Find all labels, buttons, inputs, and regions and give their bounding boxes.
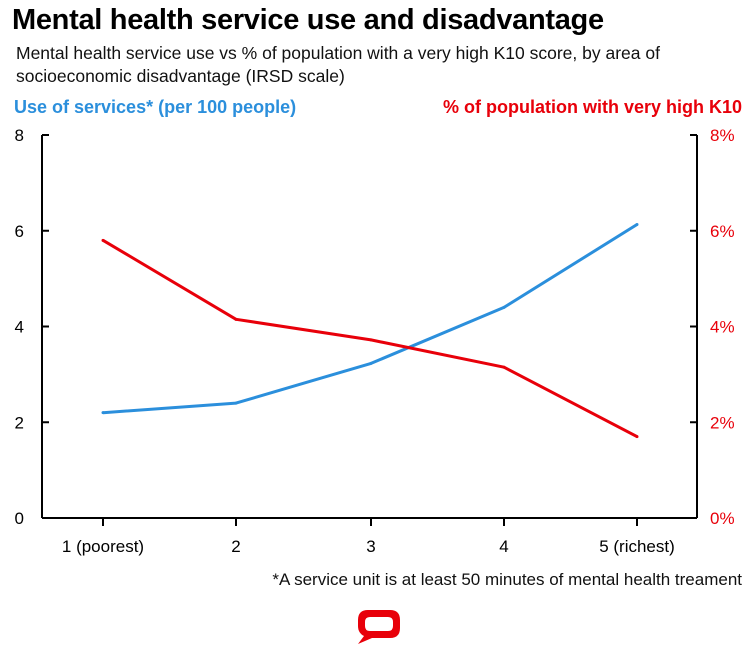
speech-bubble-logo bbox=[358, 610, 400, 644]
k10-point bbox=[635, 435, 639, 439]
chart-subtitle: Mental health service use vs % of popula… bbox=[16, 43, 660, 86]
right-tick-label: 8% bbox=[710, 126, 735, 145]
left-axis-label: Use of services* (per 100 people) bbox=[14, 97, 297, 117]
k10-point bbox=[502, 365, 506, 369]
footnote: *A service unit is at least 50 minutes o… bbox=[272, 570, 742, 589]
services-use-point bbox=[502, 305, 506, 309]
left-tick-label: 4 bbox=[15, 318, 24, 337]
left-tick-label: 2 bbox=[15, 413, 24, 432]
right-tick-label: 4% bbox=[710, 318, 735, 337]
left-tick-label: 0 bbox=[15, 509, 24, 528]
services-use-point bbox=[234, 401, 238, 405]
left-tick-label: 8 bbox=[15, 126, 24, 145]
k10-point bbox=[369, 338, 373, 342]
k10-point bbox=[101, 238, 105, 242]
chart-title: Mental health service use and disadvanta… bbox=[12, 4, 604, 36]
left-tick-label: 6 bbox=[15, 222, 24, 241]
right-tick-label: 6% bbox=[710, 222, 735, 241]
services-use-point bbox=[635, 223, 639, 227]
x-tick-label: 2 bbox=[231, 537, 240, 556]
k10-point bbox=[234, 317, 238, 321]
right-tick-label: 0% bbox=[710, 509, 735, 528]
x-tick-label: 1 (poorest) bbox=[62, 537, 144, 556]
x-tick-label: 5 (richest) bbox=[599, 537, 675, 556]
right-tick-label: 2% bbox=[710, 413, 735, 432]
x-tick-label: 3 bbox=[366, 537, 375, 556]
services-use-line bbox=[102, 223, 638, 415]
services-use-point bbox=[101, 411, 105, 415]
right-axis-label: % of population with very high K10 bbox=[442, 97, 742, 117]
x-tick-label: 4 bbox=[499, 537, 508, 556]
services-use-point bbox=[369, 361, 373, 365]
